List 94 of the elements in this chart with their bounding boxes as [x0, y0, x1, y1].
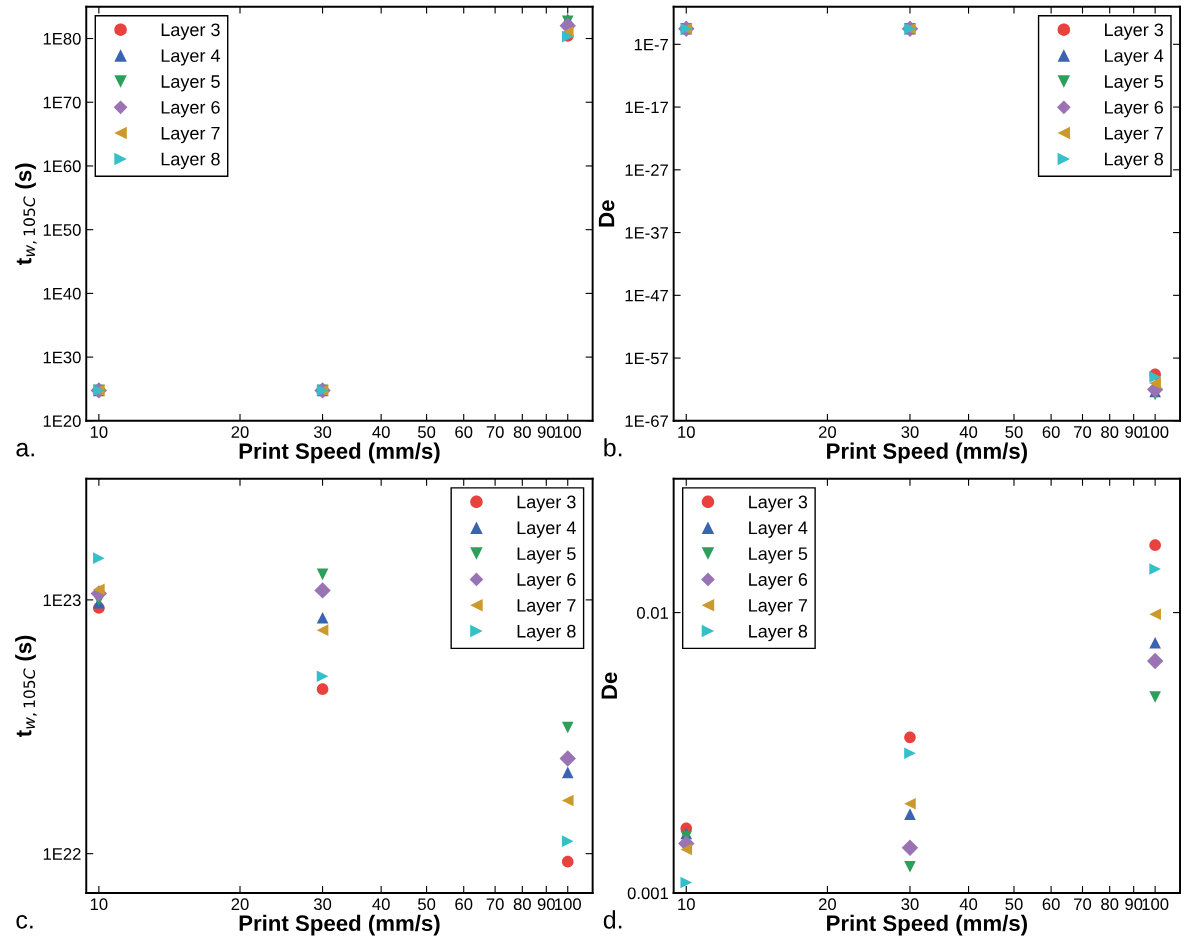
y-tick-label: 1E-7	[634, 38, 668, 51]
legend-label: Layer 7	[517, 599, 576, 616]
legend-label: Layer 4	[161, 49, 220, 66]
legend-label: Layer 8	[1105, 152, 1163, 170]
y-axis-title: t$_{w,105C}$ (s)	[15, 163, 37, 265]
x-tick-label: 50	[417, 426, 436, 438]
x-tick-label: 50	[417, 898, 436, 911]
legend-label: Layer 5	[749, 547, 808, 564]
x-tick-label: 80	[1101, 426, 1119, 438]
x-tick-label: 20	[818, 426, 837, 438]
legend-label: Layer 6	[161, 100, 220, 118]
x-tick-label: 90	[537, 426, 555, 438]
x-tick-label: 30	[901, 426, 919, 438]
x-tick-label: 10	[678, 426, 695, 438]
y-tick-label: 1E-37	[625, 226, 668, 239]
x-tick-label: 70	[1074, 898, 1092, 911]
x-tick-label: 50	[1005, 426, 1023, 438]
y-tick-label: 1E30	[43, 351, 81, 364]
x-tick-label: 60	[1042, 898, 1060, 911]
legend-label: Layer 8	[161, 152, 220, 170]
legend-label: Layer 8	[749, 624, 808, 642]
legend-label: Layer 3	[161, 23, 220, 40]
y-tick-label: 1E23	[43, 594, 81, 607]
y-tick-label: 1E-47	[625, 289, 668, 302]
y-tick-label: 1E60	[43, 160, 81, 173]
x-tick-label: 40	[959, 898, 978, 911]
x-tick-label: 40	[959, 426, 978, 438]
x-tick-label: 70	[486, 426, 504, 438]
y-tick-label: 1E-27	[625, 164, 668, 176]
x-tick-label: 10	[90, 898, 108, 911]
legend-label: Layer 3	[1105, 23, 1163, 40]
x-axis-title: Print Speed (mm/s)	[827, 442, 1027, 464]
legend-label: Layer 6	[749, 573, 808, 590]
x-tick-label: 90	[537, 898, 555, 911]
x-tick-label: 60	[455, 898, 473, 911]
legend-label: Layer 5	[1105, 75, 1164, 92]
text: d.	[603, 910, 622, 929]
legend-label: Layer 6	[517, 573, 576, 590]
x-tick-label: 30	[313, 898, 332, 911]
y-tick-label: 1E40	[43, 287, 81, 300]
text: a.	[16, 442, 34, 457]
x-tick-label: 80	[1101, 898, 1119, 911]
x-tick-label: 100	[555, 898, 581, 911]
x-tick-label: 100	[1142, 426, 1169, 438]
x-axis-title: Print Speed (mm/s)	[239, 442, 440, 464]
x-tick-label: 40	[372, 898, 390, 911]
y-tick-label: 1E20	[43, 415, 81, 428]
x-tick-label: 20	[231, 898, 249, 911]
legend-label: Layer 3	[517, 495, 576, 512]
legend-label: Layer 3	[749, 495, 808, 512]
x-tick-label: 10	[678, 898, 695, 911]
x-tick-label: 70	[1074, 426, 1092, 438]
text: b.	[604, 438, 622, 457]
x-tick-label: 90	[1125, 426, 1143, 438]
x-tick-label: 90	[1125, 898, 1143, 911]
x-tick-label: 30	[901, 898, 919, 911]
x-tick-label: 10	[90, 426, 108, 438]
x-tick-label: 60	[1042, 426, 1060, 438]
x-tick-label: 100	[555, 426, 581, 438]
y-axis-title: t$_{w,105C}$ (s)	[15, 635, 37, 738]
legend-label: Layer 7	[161, 127, 220, 144]
x-tick-label: 70	[486, 898, 504, 911]
x-tick-label: 50	[1005, 898, 1023, 911]
y-tick-label: 0.001	[627, 887, 668, 900]
y-tick-label: 1E70	[43, 96, 81, 109]
x-tick-label: 60	[455, 426, 473, 438]
text: c.	[16, 914, 33, 929]
legend-label: Layer 4	[517, 521, 576, 538]
legend-label: Layer 8	[517, 624, 576, 642]
x-tick-label: 30	[313, 426, 332, 438]
y-tick-label: 1E22	[43, 848, 81, 860]
x-axis-title: Print Speed (mm/s)	[827, 914, 1027, 936]
x-tick-label: 20	[231, 426, 249, 438]
y-axis-title: De	[601, 672, 618, 699]
y-tick-label: 1E-57	[625, 352, 668, 365]
x-axis-title: Print Speed (mm/s)	[239, 914, 440, 936]
y-tick-label: 1E50	[43, 224, 81, 236]
legend-label: Layer 4	[1105, 49, 1164, 66]
legend-label: Layer 4	[749, 521, 808, 538]
x-tick-label: 20	[818, 898, 837, 911]
legend-label: Layer 7	[1105, 127, 1163, 144]
legend-label: Layer 5	[517, 547, 576, 564]
legend-label: Layer 7	[749, 599, 807, 616]
legend-label: Layer 6	[1105, 100, 1163, 118]
x-tick-label: 80	[513, 426, 531, 438]
y-tick-label: 1E80	[43, 32, 81, 45]
x-tick-label: 40	[372, 426, 390, 438]
y-tick-label: 0.01	[637, 606, 668, 619]
x-tick-label: 80	[513, 898, 531, 911]
y-tick-label: 1E-67	[625, 415, 668, 428]
x-tick-label: 100	[1142, 898, 1169, 911]
y-tick-label: 1E-17	[625, 101, 668, 114]
legend-label: Layer 5	[161, 75, 220, 92]
y-axis-title: De	[598, 200, 615, 227]
